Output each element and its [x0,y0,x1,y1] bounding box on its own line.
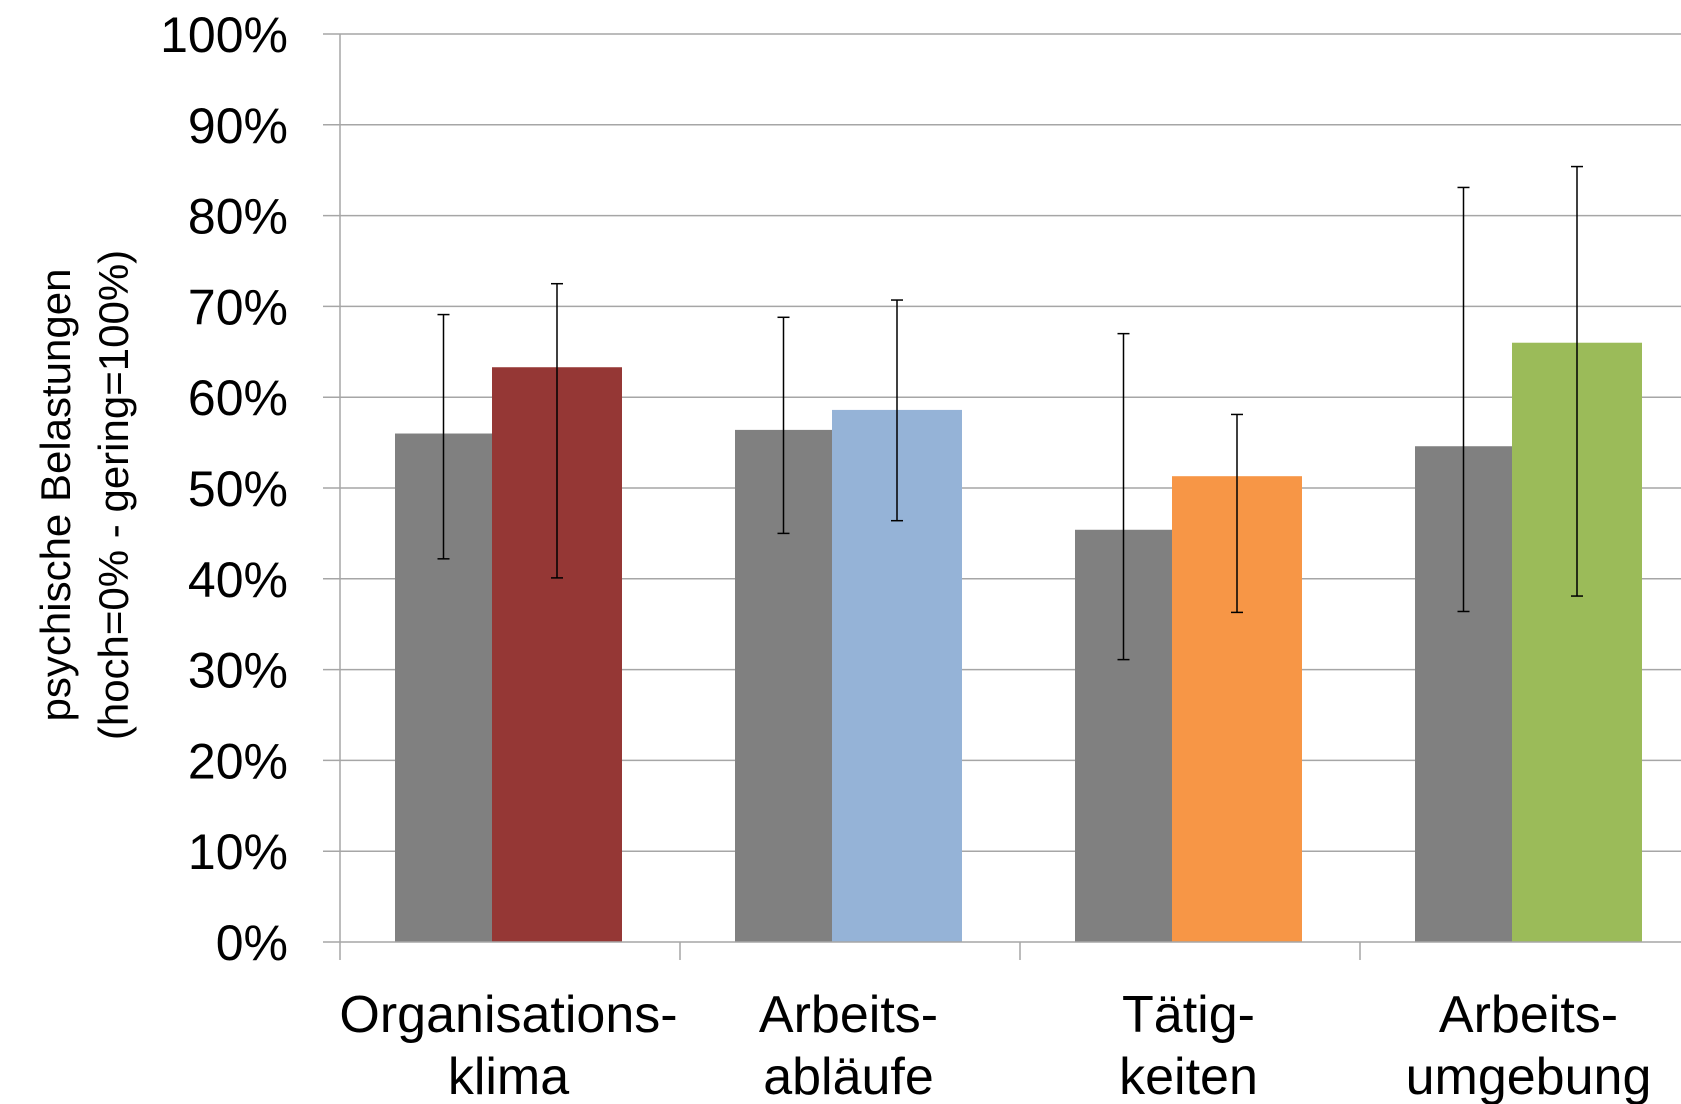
error-bars [437,165,1583,661]
category-label-line2: abläufe [763,1048,934,1104]
category-labels: Organisations-klima Arbeits-abläufe Tätig-… [339,986,1651,1104]
y-tick-label: 30% [188,643,288,699]
category-label-line1: Organisations- [339,986,677,1044]
category-label-line2: keiten [1119,1048,1258,1104]
y-tick-label: 50% [188,461,288,517]
bars [395,342,1642,943]
y-tick-label: 90% [188,98,288,154]
y-tick-label: 20% [188,733,288,789]
y-axis-title-line2: (hoch=0% - gering=100%) [90,250,137,740]
y-axis-title-line1: psychische Belastungen [32,269,79,722]
y-tick-label: 80% [188,189,288,245]
x-axis [339,34,1681,960]
y-axis-title: psychische Belastungen (hoch=0% - gering… [32,250,137,740]
y-tick-label: 70% [188,279,288,335]
y-tick-label: 10% [188,824,288,880]
y-tick-label: 0% [216,915,288,971]
y-tick-label: 100% [160,7,288,63]
category-label-line1: Arbeits- [759,986,938,1044]
category-label-line2: klima [448,1048,569,1104]
y-axis-ticks: 0% 10% 20% 30% 40% 50% 60% 70% 80% 90% 100% [160,7,288,971]
category-label-line2: umgebung [1406,1048,1652,1104]
y-tick-label: 40% [188,552,288,608]
category-label-line1: Tätig- [1122,986,1255,1044]
category-label-line1: Arbeits- [1439,986,1618,1044]
y-tick-label: 60% [188,370,288,426]
